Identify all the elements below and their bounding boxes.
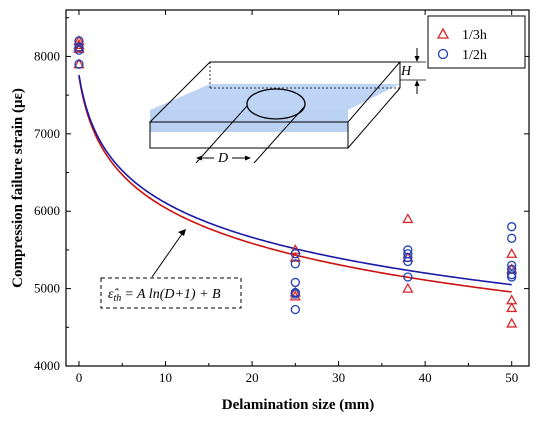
- marker-circle: [290, 249, 300, 259]
- delamination-diagram: D H: [148, 48, 426, 166]
- x-tick-label: 0: [76, 370, 83, 385]
- dimension-h-arrowhead-top: [414, 56, 420, 62]
- delamination-band: [150, 110, 348, 132]
- equation-pointer-line: [151, 233, 183, 278]
- delamination-ellipse: [246, 88, 306, 120]
- fit-curve-0: [78, 76, 512, 293]
- equation-subscript: th: [114, 293, 122, 304]
- marker-triangle: [506, 247, 518, 258]
- dimension-d-arrow-right: [245, 155, 251, 161]
- marker-circle: [403, 253, 413, 263]
- y-tick-label: 5000: [34, 281, 60, 296]
- y-tick-label: 4000: [34, 358, 60, 373]
- dimension-d-label: D: [217, 151, 228, 166]
- equation-annotation: ε̂th = A ln(D+1) + B: [100, 229, 242, 309]
- marker-circle: [507, 233, 517, 243]
- legend-label-1-2h: 1/2h: [462, 48, 487, 63]
- equation-box: [100, 277, 242, 309]
- equation-pointer-arrowhead: [178, 229, 186, 236]
- legend-label-1-3h: 1/3h: [462, 28, 487, 43]
- marker-triangle: [73, 42, 85, 53]
- dimension-guide-left: [195, 105, 248, 164]
- marker-circle: [74, 36, 84, 46]
- x-tick-label: 50: [505, 370, 518, 385]
- y-tick-label: 8000: [34, 48, 60, 63]
- axis-ticks: 0 10 20 30 40 50 4000 5000 6000 7000 8000: [34, 10, 529, 385]
- y-tick-label: 6000: [34, 203, 60, 218]
- marker-circle: [290, 277, 300, 288]
- marker-circle: [290, 289, 300, 299]
- marker-triangle: [402, 282, 414, 293]
- marker-circle: [507, 272, 517, 282]
- y-axis-title: Compression failure strain (με): [10, 88, 26, 288]
- marker-triangle: [402, 213, 414, 224]
- fit-curves: [78, 74, 512, 293]
- legend-circle-marker: [437, 48, 449, 60]
- equation-body: = A ln(D+1) + B: [124, 287, 221, 302]
- marker-circle: [74, 45, 84, 55]
- marker-circle: [290, 259, 300, 269]
- marker-circle: [403, 272, 413, 282]
- dimension-h-label: H: [400, 64, 412, 79]
- y-tick-label: 7000: [34, 126, 60, 141]
- legend-box: [427, 15, 526, 69]
- marker-circle: [507, 222, 517, 232]
- marker-circle: [290, 304, 300, 315]
- x-tick-label: 30: [332, 370, 345, 385]
- marker-triangle: [506, 317, 518, 328]
- x-tick-label: 20: [246, 370, 259, 385]
- dimension-d-arrow-left: [196, 155, 202, 161]
- fit-curve-1: [78, 74, 512, 286]
- delamination-plane: [150, 84, 400, 110]
- data-markers: [73, 35, 518, 328]
- dimension-guide-right: [253, 105, 306, 164]
- marker-circle: [507, 260, 517, 271]
- x-axis-title: Delamination size (mm): [222, 397, 374, 413]
- legend: 1/3h 1/2h: [427, 15, 526, 69]
- dimension-h-arrowhead-bottom: [414, 80, 420, 86]
- marker-circle: [403, 256, 413, 267]
- legend-triangle-marker: [436, 27, 450, 39]
- plate-front-face: [149, 121, 349, 149]
- marker-circle: [74, 59, 84, 69]
- x-tick-label: 10: [159, 370, 172, 385]
- marker-circle: [74, 42, 84, 52]
- plate-edge-bottom: [347, 87, 401, 149]
- plot-frame: [65, 9, 530, 367]
- marker-triangle: [506, 302, 518, 313]
- equation-text: ε̂th = A ln(D+1) + B: [108, 287, 221, 304]
- x-tick-label: 40: [419, 370, 432, 385]
